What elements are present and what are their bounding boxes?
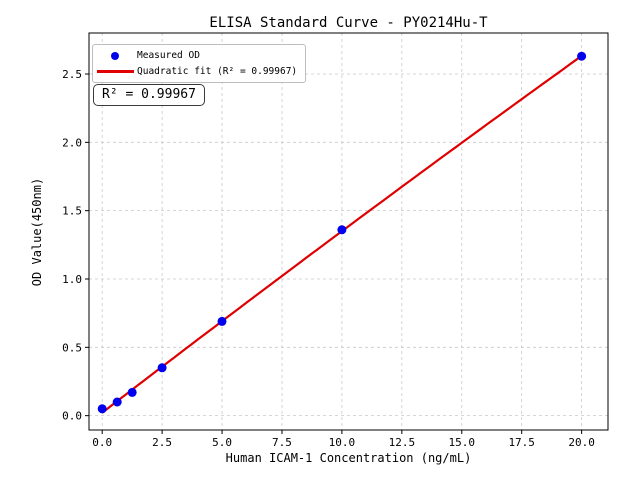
x-tick-label: 10.0 xyxy=(329,436,356,449)
legend-label-quadratic-fit: Quadratic fit (R² = 0.99967) xyxy=(137,66,298,77)
x-tick-label: 12.5 xyxy=(389,436,416,449)
data-point xyxy=(127,387,137,397)
legend-marker-cell xyxy=(93,51,137,60)
y-tick-label: 0.0 xyxy=(62,410,82,423)
x-tick-label: 15.0 xyxy=(449,436,476,449)
x-tick-label: 20.0 xyxy=(568,436,595,449)
y-tick-label: 0.5 xyxy=(62,341,82,354)
x-axis-label: Human ICAM-1 Concentration (ng/mL) xyxy=(225,451,472,465)
data-point xyxy=(97,404,107,414)
x-tick-label: 2.5 xyxy=(152,436,172,449)
x-tick-label: 7.5 xyxy=(272,436,292,449)
y-tick-label: 2.5 xyxy=(62,68,82,81)
axes-frame xyxy=(88,32,609,431)
y-tick-label: 1.0 xyxy=(62,273,82,286)
data-point xyxy=(577,51,587,61)
data-point xyxy=(112,397,122,407)
scatter-marker-icon xyxy=(111,51,119,60)
fit-line-icon xyxy=(96,70,134,73)
data-point xyxy=(217,316,227,326)
r-squared-annotation: R² = 0.99967 xyxy=(93,84,205,106)
y-tick-label: 1.5 xyxy=(62,205,82,218)
legend-item-quadratic-fit: Quadratic fit (R² = 0.99967) xyxy=(93,65,297,78)
chart-title: ELISA Standard Curve - PY0214Hu-T xyxy=(209,15,488,31)
legend: Measured OD Quadratic fit (R² = 0.99967) xyxy=(92,44,307,83)
x-tick-label: 5.0 xyxy=(212,436,232,449)
x-tick-label: 17.5 xyxy=(508,436,535,449)
y-tick-label: 2.0 xyxy=(62,136,82,149)
x-tick-label: 0.0 xyxy=(92,436,112,449)
data-point xyxy=(337,225,347,235)
y-axis-label: OD Value(450nm) xyxy=(30,177,44,287)
legend-item-measured-od: Measured OD xyxy=(93,49,297,62)
data-point xyxy=(157,363,167,373)
legend-label-measured-od: Measured OD xyxy=(137,50,200,61)
legend-marker-cell xyxy=(93,70,137,73)
